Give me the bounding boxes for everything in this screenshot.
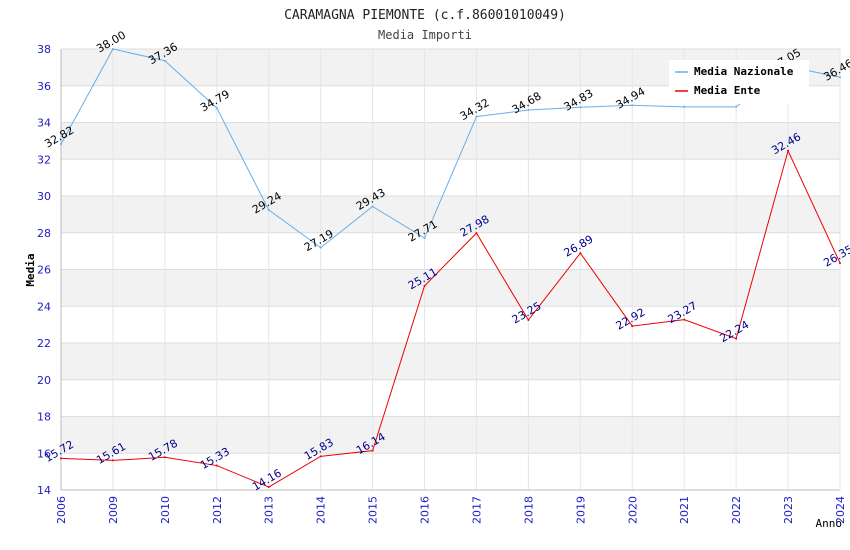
data-point <box>267 208 270 211</box>
data-point <box>735 105 738 108</box>
data-point <box>371 449 374 452</box>
y-tick-label: 30 <box>37 190 51 203</box>
y-tick-label: 14 <box>37 484 51 497</box>
y-tick-label: 16 <box>37 447 51 460</box>
y-tick-label: 38 <box>37 43 51 56</box>
x-tick-label: 2010 <box>159 496 172 524</box>
grid-band <box>61 379 840 417</box>
x-tick-label: 2006 <box>55 496 68 524</box>
data-point <box>839 262 841 265</box>
data-point <box>527 319 530 322</box>
grid-band <box>61 269 840 307</box>
data-point <box>111 48 114 50</box>
data-point <box>215 106 218 109</box>
data-point <box>735 337 738 340</box>
x-tick-label: 2023 <box>782 496 795 524</box>
data-point <box>475 232 478 235</box>
x-tick-label: 2014 <box>315 496 328 524</box>
x-tick-label: 2024 <box>834 496 847 524</box>
data-point <box>579 106 582 109</box>
grid-band <box>61 232 840 270</box>
grid-bands <box>61 49 840 490</box>
y-tick-label: 18 <box>37 411 51 424</box>
y-tick-label: 28 <box>37 227 51 240</box>
x-tick-label: 2020 <box>626 496 639 524</box>
data-point <box>319 455 322 458</box>
x-tick-label: 2017 <box>470 496 483 524</box>
grid-band <box>61 122 840 160</box>
data-point <box>787 149 790 152</box>
x-tick-label: 2022 <box>730 496 743 524</box>
data-point <box>839 76 841 79</box>
legend-box <box>669 60 809 104</box>
data-point <box>319 246 322 249</box>
x-axis-ticks: 2006 2009 2010 2012 2013 2014 2015 2016 2017 2018… <box>55 496 847 524</box>
series-lines <box>60 48 841 489</box>
x-tick-label: 2021 <box>678 496 691 524</box>
data-point <box>111 459 114 462</box>
y-tick-label: 36 <box>37 80 51 93</box>
legend: Media Nazionale Media Ente <box>669 60 809 104</box>
legend-label-media-nazionale: Media Nazionale <box>694 65 794 78</box>
x-tick-label: 2016 <box>419 496 432 524</box>
grid-band <box>61 453 840 490</box>
x-tick-label: 2012 <box>211 496 224 524</box>
series-line-media-nazionale <box>60 48 841 249</box>
chart-subtitle: Media Importi <box>378 28 472 42</box>
chart-title: CARAMAGNA PIEMONTE (c.f.86001010049) <box>284 8 566 23</box>
data-point <box>683 105 686 108</box>
y-tick-label: 24 <box>37 300 51 313</box>
series-line-media-ente <box>60 149 841 488</box>
data-point <box>683 318 686 321</box>
data-point <box>163 59 166 62</box>
data-point <box>60 457 62 460</box>
data-point <box>527 109 530 112</box>
data-point <box>423 284 426 287</box>
data-point <box>631 104 634 107</box>
y-tick-label: 26 <box>37 264 51 277</box>
data-point <box>60 143 62 146</box>
grid-band <box>61 196 840 233</box>
grid-band <box>61 416 840 454</box>
x-tick-label: 2018 <box>522 496 535 524</box>
y-tick-label: 22 <box>37 337 51 350</box>
x-tick-label: 2019 <box>574 496 587 524</box>
data-point <box>163 456 166 459</box>
data-point <box>579 252 582 255</box>
legend-label-media-ente: Media Ente <box>694 84 761 97</box>
data-point <box>215 464 218 467</box>
x-axis-title: Anno <box>816 517 843 530</box>
x-tick-label: 2009 <box>107 496 120 524</box>
x-tick-label: 2015 <box>367 496 380 524</box>
y-tick-label: 20 <box>37 374 51 387</box>
data-point <box>631 325 634 328</box>
y-tick-label: 34 <box>37 117 51 130</box>
data-point <box>267 486 270 489</box>
data-point <box>423 237 426 240</box>
y-tick-label: 32 <box>37 153 51 166</box>
grid-lines <box>60 48 841 491</box>
y-axis-ticks: 14 16 18 20 22 24 26 28 30 32 34 36 38 <box>37 43 51 497</box>
x-tick-label: 2013 <box>263 496 276 524</box>
data-point <box>371 205 374 208</box>
y-axis-title: Media <box>24 253 37 286</box>
grid-band <box>61 306 840 343</box>
data-point <box>475 115 478 118</box>
grid-band <box>61 343 840 380</box>
